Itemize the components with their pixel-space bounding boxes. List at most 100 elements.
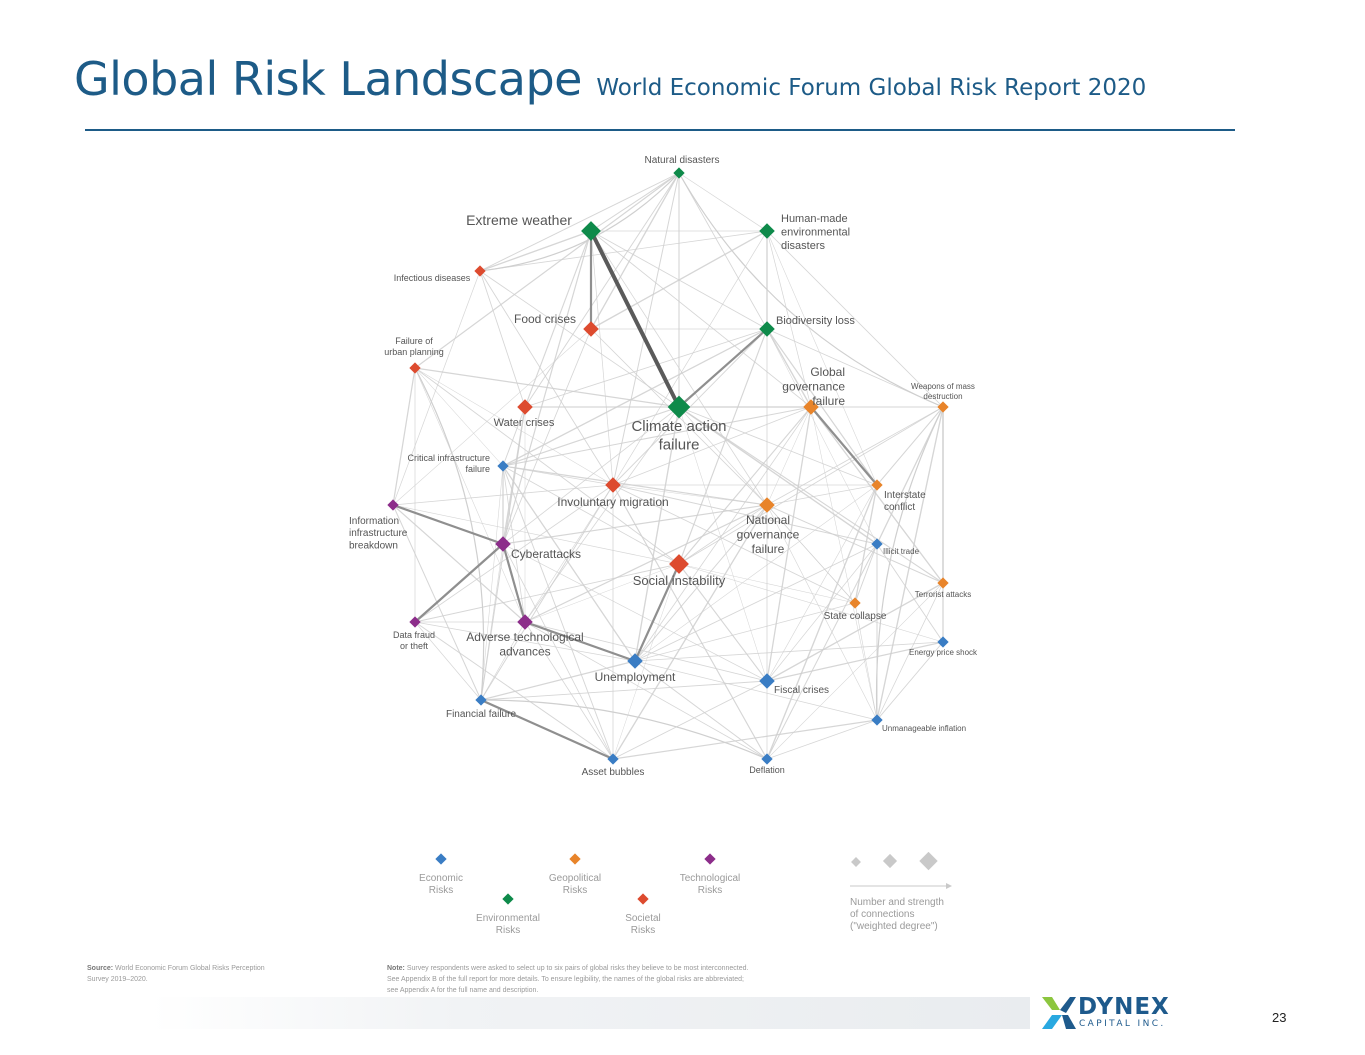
edge-climate-action-failure-critical-infrastructure-failure: [502, 406, 680, 467]
edge-interstate-conflict-unemployment: [634, 484, 878, 662]
size-key-line-3: ("weighted degree"): [850, 921, 938, 932]
label-deflation: Deflation: [749, 765, 785, 775]
edge-human-made-environmental-disasters-involuntary-migration: [612, 230, 768, 486]
edge-biodiversity-loss-global-governance-failure: [766, 328, 812, 408]
edge-climate-action-failure-adverse-technological-advances: [524, 406, 680, 623]
edge-global-governance-failure-national-governance-failure: [766, 406, 812, 506]
label-fiscal-crises: Fiscal crises: [774, 685, 829, 696]
edge-unemployment-deflation: [634, 660, 768, 760]
label-information-infrastructure-breakdown: Information infrastructure breakdown: [349, 516, 408, 551]
edge-infectious-diseases-water-crises: [479, 270, 526, 408]
label-global-governance-failure: Global governance failure: [782, 365, 845, 408]
label-social-instability: Social instability: [633, 573, 726, 588]
edge-adverse-technological-advances-deflation: [524, 621, 768, 760]
node-infectious-diseases: [474, 265, 486, 277]
edge-terrorist-attacks-deflation: [766, 582, 944, 760]
edge-social-instability-asset-bubbles: [612, 563, 680, 760]
edge-food-crises-cyberattacks: [502, 328, 592, 545]
label-state-collapse: State collapse: [824, 611, 887, 622]
edge-climate-action-failure-fiscal-crises: [678, 406, 768, 682]
edge-natural-disasters-biodiversity-loss: [678, 172, 768, 330]
edge-unemployment-unmanageable-inflation: [634, 660, 878, 721]
note-label: Note:: [387, 965, 405, 972]
legend-label-technological-1: Technological: [679, 873, 741, 884]
edge-global-governance-failure-unmanageable-inflation: [810, 406, 878, 721]
edge-cyberattacks-asset-bubbles: [502, 543, 614, 760]
label-asset-bubbles: Asset bubbles: [582, 767, 645, 778]
node-state-collapse: [849, 597, 861, 609]
edge-failure-of-urban-planning-social-instability: [414, 367, 680, 565]
edge-interstate-conflict-state-collapse: [854, 484, 878, 604]
edge-weapons-of-mass-destruction-social-instability: [678, 406, 944, 565]
page-subtitle: World Economic Forum Global Risk Report …: [596, 75, 1147, 101]
edge-failure-of-urban-planning-information-infrastructure-breakdown: [392, 367, 416, 506]
size-key-line-2: of connections: [850, 909, 915, 920]
edge-state-collapse-unemployment: [634, 602, 856, 662]
label-biodiversity-loss: Biodiversity loss: [776, 315, 855, 327]
edge-biodiversity-loss-critical-infrastructure-failure: [502, 328, 768, 467]
edge-human-made-environmental-disasters-food-crises: [590, 230, 768, 330]
legend-item-societal: Societal Risks: [610, 893, 676, 937]
legend-label-geopolitical-2: Risks: [562, 885, 588, 896]
edge-illicit-trade-unemployment: [634, 543, 878, 662]
edge-failure-of-urban-planning-critical-infrastructure-failure: [414, 367, 504, 467]
legend: Economic Risks Geopolitical Risks Techno…: [400, 852, 1000, 942]
strong-edge-information-infrastructure-breakdown-cyberattacks: [392, 503, 504, 546]
edge-interstate-conflict-deflation: [766, 484, 878, 760]
edge-failure-of-urban-planning-adverse-technological-advances: [414, 367, 526, 623]
node-fiscal-crises: [759, 673, 775, 689]
edge-terrorist-attacks-fiscal-crises: [766, 582, 944, 682]
strong-edge-cyberattacks-data-fraud-or-theft: [414, 543, 504, 623]
node-water-crises: [517, 399, 533, 415]
legend-label-geopolitical-1: Geopolitical: [548, 873, 602, 884]
edge-water-crises-financial-failure: [480, 406, 526, 701]
logo-tagline: CAPITAL INC.: [1079, 1019, 1166, 1029]
label-human-made-environmental-disasters: Human-made environmental disasters: [781, 213, 850, 252]
legend-label-economic-2: Risks: [428, 885, 454, 896]
strong-edge-financial-failure-asset-bubbles: [480, 698, 614, 761]
edge-extreme-weather-national-governance-failure: [590, 230, 768, 506]
strong-edge-global-governance-failure-interstate-conflict: [810, 406, 878, 486]
edge-fiscal-crises-financial-failure: [480, 680, 768, 701]
label-food-crises: Food crises: [514, 312, 576, 326]
legend-label-economic-1: Economic: [419, 873, 463, 884]
arc-natural-disasters-infectious-diseases: [479, 172, 680, 272]
logo-name: DYNEX: [1078, 994, 1170, 1020]
legend-label-technological-2: Risks: [697, 885, 723, 896]
arc-natural-disasters-weapons-of-mass-destruction: [678, 172, 944, 408]
edge-human-made-environmental-disasters-interstate-conflict: [766, 230, 878, 486]
strong-edge-cyberattacks-adverse-technological-advances: [501, 543, 527, 623]
edge-interstate-conflict-national-governance-failure: [766, 484, 878, 506]
label-cyberattacks: Cyberattacks: [511, 547, 581, 561]
edge-illicit-trade-energy-price-shock: [876, 543, 944, 643]
edge-involuntary-migration-national-governance-failure: [612, 484, 768, 506]
footer-band: [150, 997, 1030, 1029]
arc-financial-failure-deflation: [480, 699, 768, 760]
size-key-diamond-large: [919, 852, 938, 871]
edge-global-governance-failure-critical-infrastructure-failure: [502, 406, 812, 467]
legend-item-economic: Economic Risks: [410, 853, 472, 897]
size-key-line-1: Number and strength: [850, 897, 944, 908]
edge-weapons-of-mass-destruction-unmanageable-inflation: [876, 406, 944, 721]
edge-energy-price-shock-fiscal-crises: [766, 641, 944, 682]
legend-item-technological: Technological Risks: [672, 853, 748, 897]
edge-global-governance-failure-fiscal-crises: [766, 406, 812, 682]
edge-terrorist-attacks-unmanageable-inflation: [876, 582, 944, 721]
label-energy-price-shock: Energy price shock: [909, 648, 978, 657]
size-key-diamond-medium: [882, 853, 898, 869]
edge-energy-price-shock-unmanageable-inflation: [876, 641, 944, 721]
legend-swatch-societal: [637, 893, 649, 905]
label-illicit-trade: Illicit trade: [883, 547, 920, 556]
node-extreme-weather: [581, 221, 601, 241]
edge-cyberattacks-fiscal-crises: [502, 543, 768, 682]
edge-natural-disasters-extreme-weather: [590, 172, 680, 232]
edge-national-governance-failure-asset-bubbles: [612, 504, 768, 760]
legend-swatch-environmental: [502, 893, 514, 905]
legend-size-key-graphic: [850, 852, 952, 889]
strong-edge-biodiversity-loss-climate-action-failure: [678, 328, 768, 408]
legend-swatch-geopolitical: [569, 853, 581, 865]
label-financial-failure: Financial failure: [446, 709, 516, 720]
network-labels: Natural disasters Extreme weather Human-ma…: [349, 155, 978, 778]
strong-edge-extreme-weather-climate-action-failure: [589, 230, 681, 408]
label-national-governance-failure: National governance failure: [737, 513, 800, 556]
